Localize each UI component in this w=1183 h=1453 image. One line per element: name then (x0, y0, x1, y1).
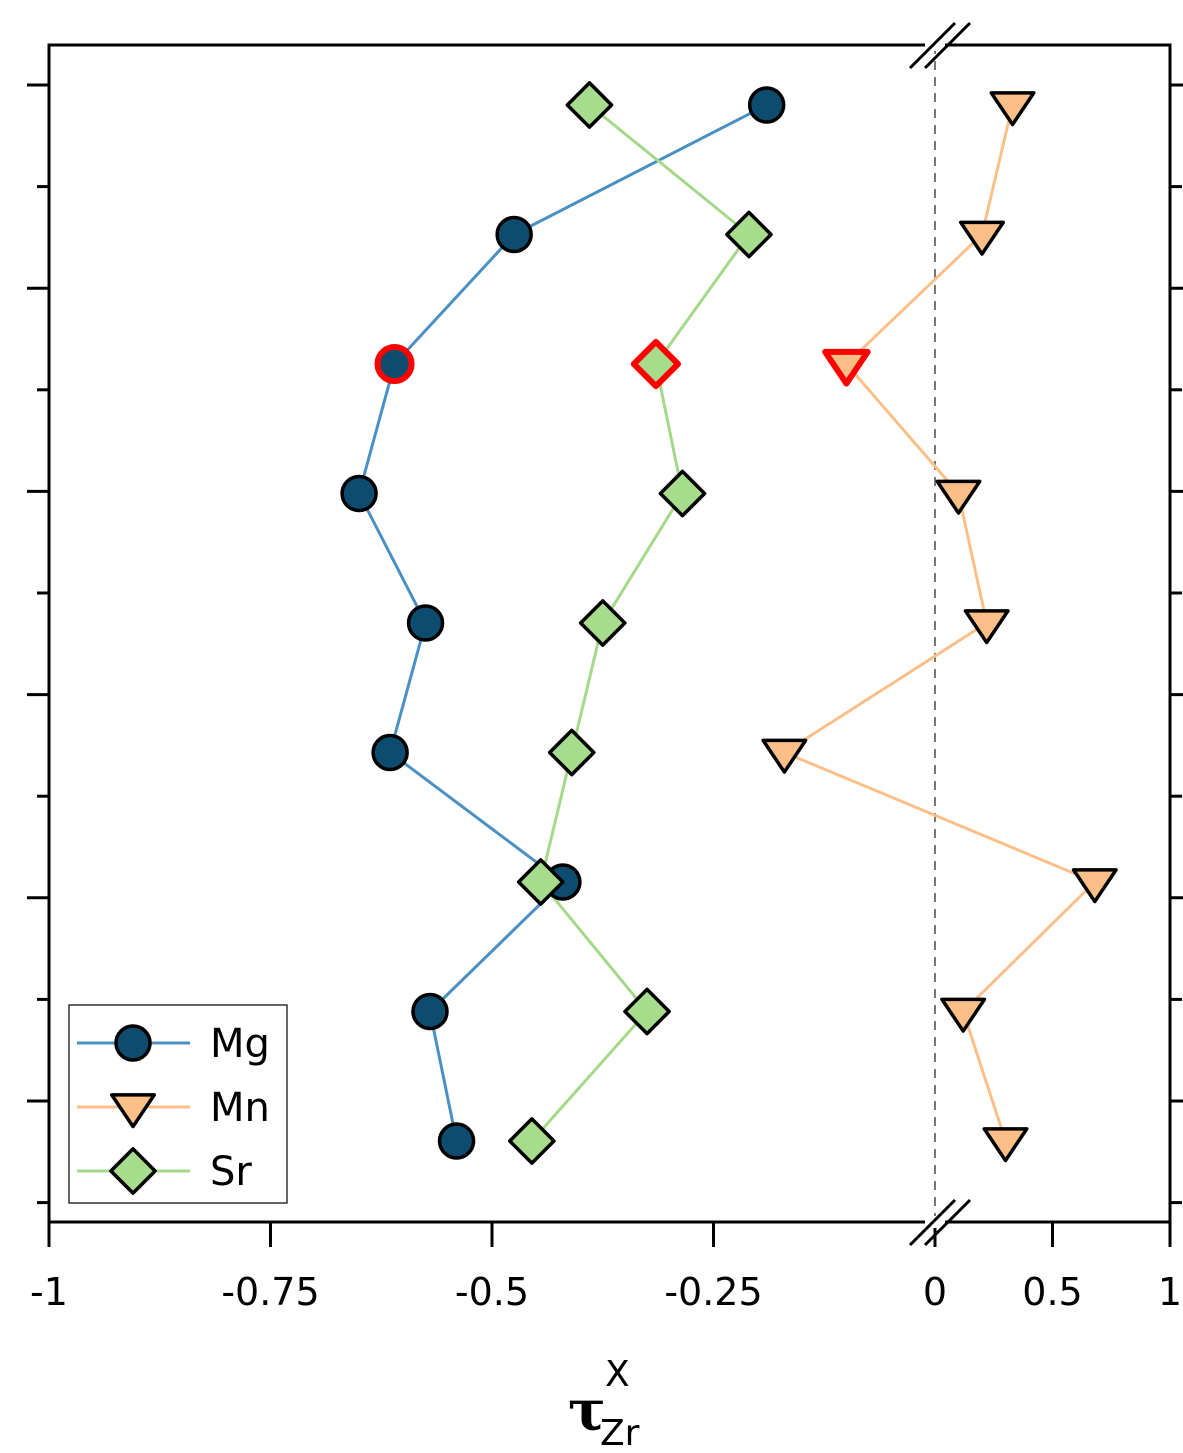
data-point-sr (565, 81, 614, 129)
x-axis-label: τ X Zr (568, 1354, 640, 1453)
legend-marker-mn (110, 1093, 156, 1129)
legend-label-mg: Mg (210, 1021, 270, 1067)
series-line-mn (781, 104, 1098, 1142)
legend-marker-mg (114, 1024, 152, 1062)
data-point-mn (822, 348, 871, 387)
x-tick-label: -0.75 (221, 1270, 319, 1314)
axis-break (908, 21, 972, 1247)
data-point-mn (935, 479, 982, 515)
axis-ticks (27, 83, 1183, 1247)
data-point-mg (437, 1122, 476, 1160)
data-point-mn (989, 91, 1036, 127)
data-point-sr (725, 210, 773, 259)
data-point-mn (761, 738, 808, 774)
data-point-mg (371, 733, 409, 772)
data-point-mg (340, 474, 378, 513)
data-point-mn (940, 997, 987, 1033)
data-point-mn (963, 609, 1010, 645)
data-point-mg (406, 604, 445, 642)
axis-break-slash (923, 1198, 972, 1247)
data-point-sr (508, 1117, 556, 1165)
data-point-mg (747, 86, 786, 124)
data-point-mg (411, 992, 449, 1031)
data-point-mn (982, 1127, 1029, 1163)
x-tick-label: -0.25 (664, 1270, 762, 1314)
data-point-mg (495, 215, 533, 254)
data-point-mg (374, 344, 415, 384)
x-tick-label: 0.5 (1022, 1270, 1082, 1314)
x-axis-label-main: τ (568, 1378, 606, 1444)
legend-label-sr: Sr (210, 1149, 252, 1195)
data-point-mn (959, 220, 1005, 256)
x-tick-label: 1 (1158, 1270, 1182, 1314)
data-point-sr (658, 469, 707, 518)
plot-frame (47, 43, 1172, 1224)
data-point-sr (547, 728, 596, 777)
data-point-sr (578, 599, 627, 647)
axis-break-slash (908, 21, 957, 70)
axis-break-slash (923, 21, 972, 70)
legend-marker-sr (109, 1147, 157, 1195)
series-markers (340, 81, 1118, 1165)
data-point-sr (630, 338, 682, 390)
series-line-sr (530, 103, 751, 1142)
data-point-sr (623, 987, 671, 1036)
x-axis-label-sub: Zr (600, 1413, 640, 1453)
x-axis-label-sup: X (605, 1354, 630, 1395)
axis-break-slash (908, 1198, 957, 1247)
x-tick-label: -0.5 (455, 1270, 529, 1314)
legend: Mg Mn Sr (68, 1004, 288, 1204)
data-point-sr (516, 858, 565, 906)
x-tick-label: -1 (30, 1270, 68, 1314)
data-point-mn (1071, 868, 1118, 904)
x-tick-labels: -1 -0.75 -0.5 -0.25 0 0.5 1 (30, 1270, 1182, 1314)
legend-label-mn: Mn (210, 1085, 270, 1131)
x-tick-label: 0 (923, 1270, 947, 1314)
